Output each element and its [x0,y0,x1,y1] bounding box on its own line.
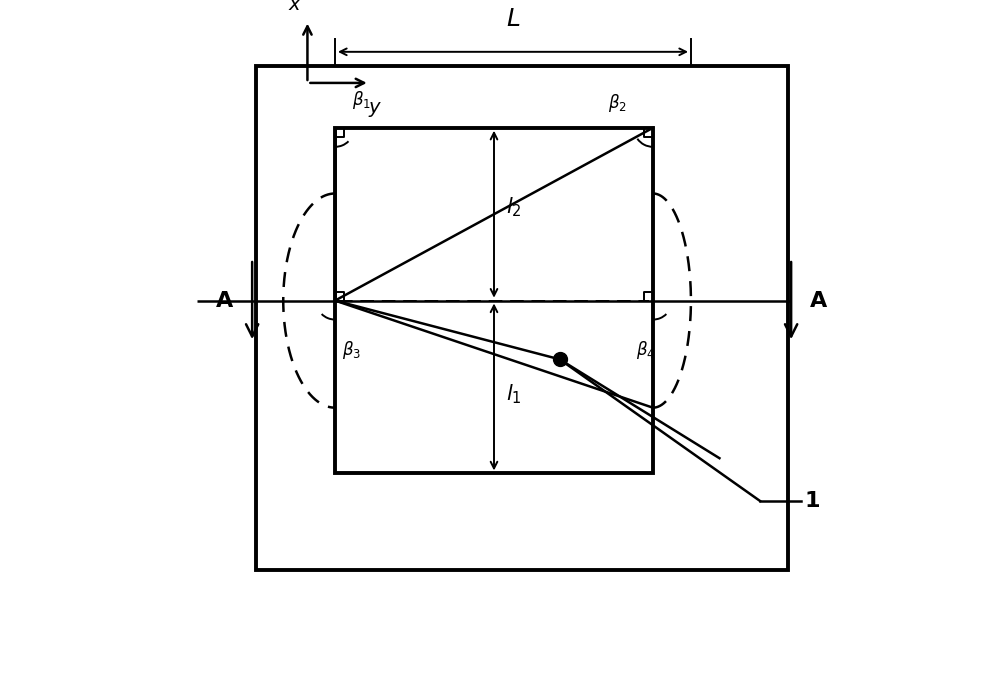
Text: $\beta_4$: $\beta_4$ [635,339,655,361]
Text: A: A [216,291,233,310]
Text: $l_1$: $l_1$ [507,382,522,406]
Text: $y$: $y$ [368,100,382,119]
Text: $l_2$: $l_2$ [507,196,522,219]
Text: A: A [810,291,827,310]
Text: $\beta_3$: $\beta_3$ [342,339,361,361]
Text: $x$: $x$ [288,0,302,14]
Bar [256,66,787,570]
Text: $\beta_2$: $\beta_2$ [608,92,627,114]
Text: $L$: $L$ [506,7,521,31]
Text: $\beta_1$: $\beta_1$ [353,88,371,111]
Text: 1: 1 [805,491,820,511]
Bar [335,128,653,473]
